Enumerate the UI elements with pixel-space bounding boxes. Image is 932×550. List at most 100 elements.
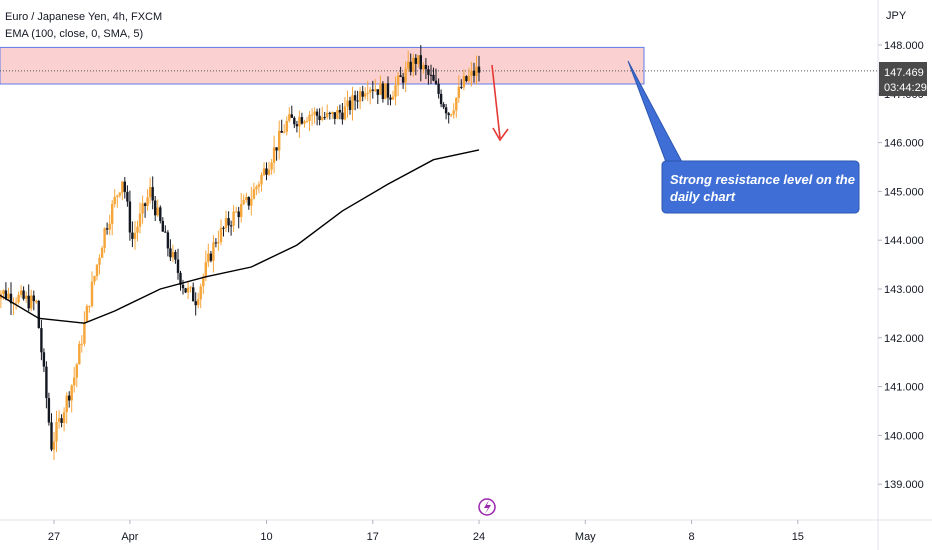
candle-body (197, 299, 200, 306)
y-axis[interactable]: 148.000147.000146.000145.000144.000143.0… (878, 40, 924, 491)
candle (35, 299, 38, 304)
candle-body (305, 121, 309, 122)
candle (62, 407, 66, 432)
candle (331, 111, 334, 119)
candle (267, 162, 271, 176)
candle-body (452, 110, 455, 115)
candle-body (131, 232, 134, 239)
candle-body (247, 197, 250, 206)
symbol-title[interactable]: Euro / Japanese Yen, 4h, FXCM (5, 11, 162, 23)
candle (429, 64, 433, 84)
x-tick-label: 17 (367, 531, 379, 543)
candle (219, 219, 223, 246)
candle (90, 271, 94, 308)
x-tick-label: Apr (121, 531, 138, 543)
candle-body (336, 110, 339, 119)
candle-body (27, 295, 30, 309)
candle-body (88, 305, 91, 307)
candle (318, 108, 321, 126)
candle-body (121, 181, 124, 193)
y-tick-label: 148.000 (884, 40, 924, 52)
candle-body (111, 204, 114, 224)
last-price-label[interactable]: 147.469 03:44:29 (879, 62, 927, 96)
candle (285, 116, 288, 136)
candle-body (202, 276, 205, 287)
candle-body (25, 295, 28, 299)
candle (174, 249, 177, 264)
candle (164, 225, 167, 233)
candle-body (409, 61, 412, 72)
candle-body (315, 111, 319, 116)
candle-body (222, 227, 225, 229)
candle-body (65, 395, 68, 413)
candle-body (166, 232, 170, 249)
candle-body (181, 284, 185, 289)
candle (37, 299, 40, 329)
candle (224, 210, 228, 232)
candle-body (470, 70, 473, 76)
candle-body (90, 281, 94, 306)
annotation-callout[interactable]: Strong resistance level on the daily cha… (627, 60, 860, 214)
candle-body (105, 228, 109, 230)
candle (159, 205, 162, 224)
candle (338, 104, 342, 120)
annotation-text-line-2: daily chart (670, 189, 736, 204)
candle-body (14, 302, 18, 304)
candle-body (100, 248, 104, 258)
candle (194, 292, 197, 316)
candle (25, 291, 28, 303)
candle (88, 305, 91, 313)
candle (265, 162, 268, 181)
candle (252, 182, 256, 200)
indicator-legend[interactable]: EMA (100, close, 0, SMA, 5) (5, 28, 143, 40)
x-tick-label: 8 (688, 531, 694, 543)
candle-body (288, 114, 291, 121)
candle (290, 105, 293, 118)
candle-body (164, 231, 167, 233)
x-axis[interactable]: 27 Apr 10 17 24 May 8 15 (48, 520, 804, 543)
candle-body (422, 65, 425, 70)
candle-body (346, 100, 349, 107)
candle-body (455, 98, 458, 111)
candle-body (384, 83, 387, 99)
candle (379, 75, 382, 95)
candle-body (323, 117, 326, 119)
candle-body (313, 111, 316, 115)
candle-body (128, 201, 132, 233)
candle-body (333, 112, 336, 119)
candle-body (138, 213, 142, 227)
x-tick-label: 15 (792, 531, 804, 543)
candle-body (17, 295, 20, 303)
candle (171, 244, 175, 263)
candle-body (217, 242, 220, 244)
candle (257, 181, 261, 194)
candle (143, 202, 147, 218)
candle-body (348, 100, 352, 110)
candle (353, 90, 357, 111)
candle (457, 75, 460, 103)
candle-body (252, 189, 256, 199)
candle-body (83, 322, 86, 344)
candle-body (93, 276, 96, 282)
candle (412, 53, 415, 77)
candle (462, 69, 466, 91)
resistance-zone[interactable] (0, 46, 645, 85)
currency-label: JPY (886, 10, 907, 22)
candle-body (245, 197, 248, 200)
candle-body (32, 295, 35, 302)
candle-body (194, 301, 197, 306)
candle-body (462, 76, 466, 88)
candle-body (174, 252, 177, 260)
candle (399, 66, 402, 78)
candle (75, 362, 78, 388)
candle-body (328, 112, 331, 114)
y-tick-label: 141.000 (884, 382, 924, 394)
candle-body (432, 74, 435, 81)
lightning-bolt-icon[interactable] (478, 498, 496, 516)
candle (328, 111, 331, 120)
candle (126, 185, 129, 207)
candle-body (55, 422, 58, 442)
candle-body (293, 117, 296, 125)
candle (293, 116, 296, 129)
